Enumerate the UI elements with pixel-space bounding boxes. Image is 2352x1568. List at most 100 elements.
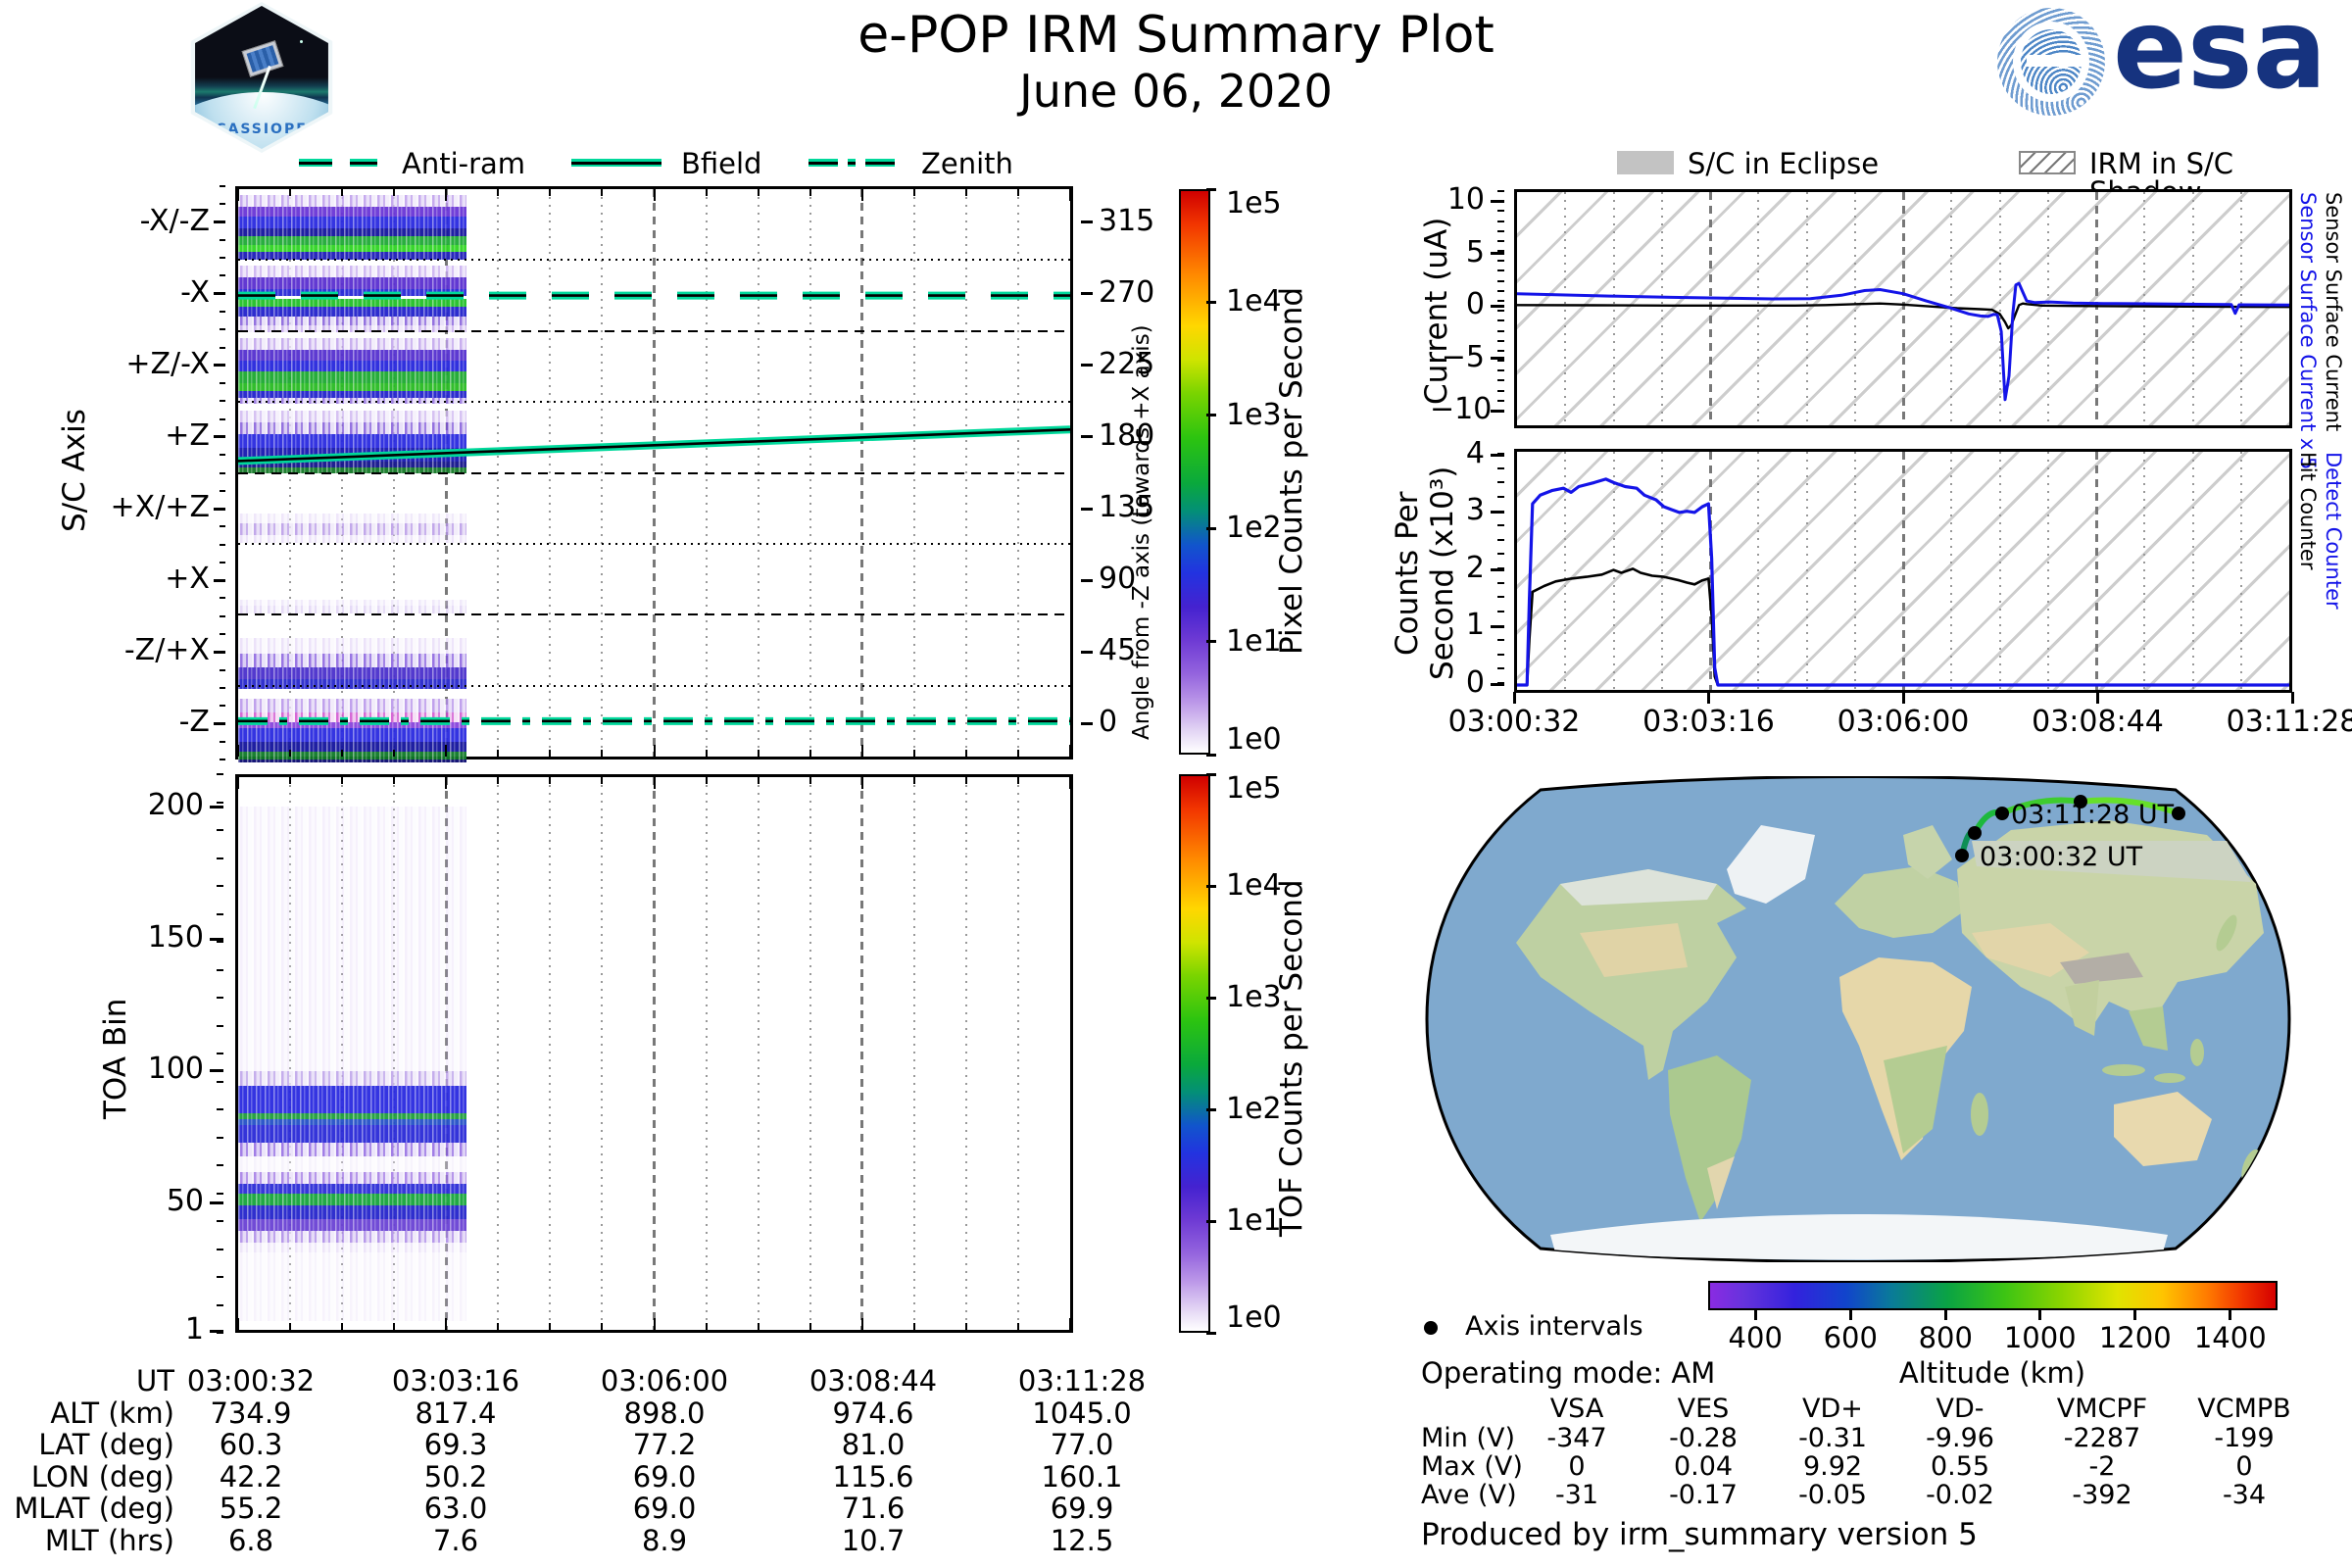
ephemeris-cell: 1045.0 <box>1032 1396 1132 1430</box>
eclipse-legend-label: S/C in Eclipse <box>1688 147 1880 180</box>
esa-logo: esa <box>1997 0 2350 118</box>
spectrogram-band <box>238 742 467 752</box>
esa-globe-icon <box>1997 8 2105 116</box>
minor-tickmark <box>1497 596 1504 599</box>
minor-tickmark <box>217 1080 223 1083</box>
zenith-legend-label: Zenith <box>921 147 1013 180</box>
page-title: e-POP IRM Summary Plot <box>858 6 1494 65</box>
minor-gridline <box>497 777 500 1330</box>
ephemeris-cell: 734.9 <box>210 1396 292 1430</box>
x-tickmark <box>808 1323 811 1330</box>
spectrogram-band <box>238 1184 467 1194</box>
minor-tickmark <box>217 1164 223 1166</box>
minor-tickmark <box>220 525 225 528</box>
colorbar-tickmark <box>1206 187 1216 191</box>
ephemeris-cell: 10.7 <box>841 1523 906 1557</box>
world-map: 03:11:28 UT 03:00:32 UT <box>1425 776 2291 1262</box>
ephemeris-cell: 03:06:00 <box>600 1364 729 1397</box>
page-date: June 06, 2020 <box>1019 65 1333 118</box>
counts-axis-ticks: 4 3 2 1 0 <box>1426 439 1504 698</box>
bfield-legend-label: Bfield <box>681 147 762 180</box>
time-tick-label: 03:00:32 <box>1447 705 1581 739</box>
toa-axis-ticks: 200 150 100 50 1 <box>137 773 223 1345</box>
minor-tickmark <box>220 364 225 367</box>
spectrogram-band <box>238 1086 467 1113</box>
row-separator <box>238 471 1070 474</box>
minor-tickmark <box>1497 538 1504 541</box>
orbit-track <box>1955 795 2185 862</box>
spectrogram-band <box>238 728 467 742</box>
hit-counter-label: Hit Counter <box>2296 452 2320 570</box>
toa-tick-label: 1 <box>184 1312 204 1347</box>
minor-tickmark <box>1497 250 1504 253</box>
x-tickmark <box>445 1318 448 1330</box>
x-tickmark <box>497 750 500 757</box>
ephemeris-cell: 71.6 <box>841 1492 906 1525</box>
spectrogram-band <box>238 289 467 296</box>
tof-counts-colorbar-label: TOF Counts per Second <box>1274 879 1309 1238</box>
spectrogram-band <box>238 752 467 760</box>
x-tickmark <box>549 777 552 784</box>
angle-tick-label: 270 <box>1099 274 1155 310</box>
angle-tickmark <box>1081 721 1093 725</box>
minor-tickmark <box>217 1053 223 1054</box>
x-tickmark <box>860 1318 863 1330</box>
x-tickmark <box>601 777 604 784</box>
patch-star <box>300 40 303 43</box>
major-gridline <box>653 777 656 1330</box>
spectrogram-band <box>238 654 467 667</box>
minor-tickmark <box>217 912 223 915</box>
counts-tick-label: 2 <box>1465 551 1485 585</box>
time-tick-label: 03:08:44 <box>2032 705 2164 739</box>
tof-counts-colorbar <box>1179 774 1210 1333</box>
y-tickmark <box>210 1068 223 1072</box>
minor-tickmark <box>1497 339 1504 342</box>
minor-tickmark <box>1497 481 1504 484</box>
minor-gridline <box>964 777 967 1330</box>
minor-tickmark <box>220 597 225 600</box>
spectrogram-band <box>238 667 467 679</box>
x-tickmark <box>653 745 656 757</box>
minor-tickmark <box>220 543 225 546</box>
spectrogram-band <box>238 1125 467 1143</box>
ground-track-map: 03:11:28 UT 03:00:32 UT <box>1423 776 2293 1262</box>
minor-gridline <box>2191 452 2194 690</box>
spectrogram-band <box>238 338 467 350</box>
angle-tick-label: 225 <box>1099 346 1155 381</box>
ephemeris-cell: 115.6 <box>832 1459 914 1494</box>
minor-tickmark <box>220 508 225 511</box>
y-tickmark <box>1491 357 1504 360</box>
row-separator <box>238 329 1070 332</box>
spectrogram-band <box>238 1243 467 1252</box>
voltage-row-label: Ave (V) <box>1421 1480 1517 1510</box>
spectrogram-band <box>238 1119 467 1125</box>
axis-interval-dot <box>2074 795 2087 808</box>
spectrogram-band <box>238 299 467 307</box>
spectrogram-band <box>238 1143 467 1156</box>
spectrogram-band <box>238 277 467 289</box>
row-separator <box>238 684 1070 687</box>
angle-tick-label: 180 <box>1099 417 1155 453</box>
angle-tickmark <box>1081 292 1093 296</box>
ephemeris-cell: 69.3 <box>423 1428 488 1461</box>
spectrogram-band <box>238 266 467 277</box>
minor-gridline <box>1998 192 2001 425</box>
x-tickmark <box>705 1323 708 1330</box>
spectrogram-band <box>238 606 467 613</box>
x-tickmark <box>2290 692 2294 704</box>
x-tickmark <box>549 1323 552 1330</box>
angle-tickmark <box>1081 507 1093 511</box>
minor-tickmark <box>220 759 225 760</box>
major-gridline <box>2094 192 2098 425</box>
major-gridline <box>1708 452 1712 690</box>
x-tickmark <box>808 189 811 196</box>
minor-tickmark <box>1497 190 1504 192</box>
spectrogram-band <box>238 1205 467 1219</box>
y-tickmark <box>1491 567 1504 571</box>
x-tickmark <box>1016 189 1019 196</box>
ephemeris-cell: 974.6 <box>832 1396 914 1430</box>
spectrogram-band <box>238 317 467 325</box>
toa-tick-label: 100 <box>147 1052 204 1086</box>
time-tick-label: 03:06:00 <box>1837 705 1970 739</box>
spectrogram-band <box>238 434 467 448</box>
